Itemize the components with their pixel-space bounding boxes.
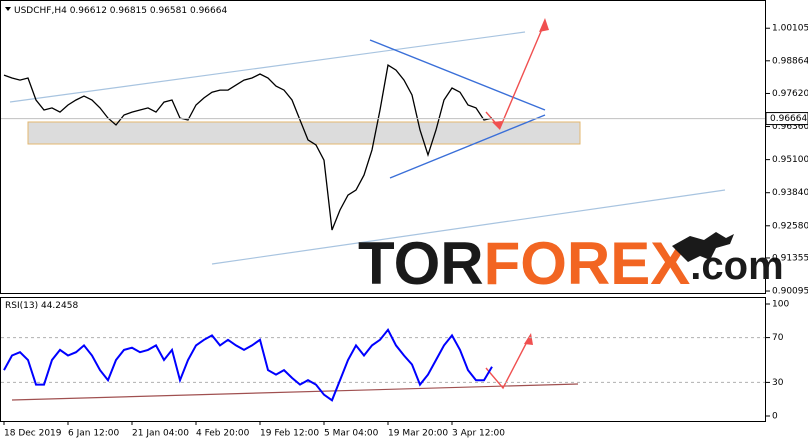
x-tick-label: 3 Apr 12:00 [452, 429, 505, 439]
price-tag-label: 0.96664 [770, 114, 807, 124]
x-tick-label: 5 Mar 04:00 [324, 429, 379, 439]
y-tick-label: 0.95100 [772, 155, 808, 165]
watermark: TORFOREX.com [358, 230, 784, 297]
x-tick-label: 19 Mar 20:00 [388, 429, 448, 439]
y-tick-label: 0.97620 [772, 89, 808, 99]
y-tick-label: 0.90095 [772, 287, 808, 297]
support-zone [27, 121, 581, 145]
y-tick-label: 0.93840 [772, 188, 808, 198]
y-tick-label: 70 [772, 333, 784, 343]
arrow-head [524, 333, 533, 345]
y-tick-label: 0.92580 [772, 221, 808, 231]
y-tick-label: 0.98864 [772, 56, 808, 66]
arrow-head [539, 18, 549, 32]
arrow-head [492, 121, 502, 130]
y-tick-label: 30 [772, 378, 784, 388]
y-tick-label: 1.00105 [772, 24, 808, 34]
price-tag [765, 112, 808, 126]
x-tick-label: 6 Jan 12:00 [68, 429, 120, 439]
symbol: USDCHF,H4 0.96612 0.96815 0.96581 0.9666… [14, 6, 227, 16]
series-line [3, 327, 493, 402]
y-tick-label: 0.91355 [772, 253, 808, 263]
price-panel [0, 0, 766, 294]
x-tick-label: 19 Feb 12:00 [260, 429, 319, 439]
y-tick-label: 0 [772, 412, 778, 422]
x-tick-label: 4 Feb 20:00 [196, 429, 250, 439]
rsi-trend-line [11, 383, 579, 401]
forecast-arrow [485, 335, 531, 390]
x-tick-label: 18 Dec 2019 [4, 429, 62, 439]
rsi-panel [0, 297, 766, 422]
bull-logo [672, 232, 734, 262]
series-line [3, 64, 493, 231]
triangle-line [369, 39, 546, 111]
x-tick-label: 21 Jan 04:00 [132, 429, 189, 439]
channel-line [211, 189, 726, 265]
rsi-title: RSI(13) 44.2458 [5, 301, 78, 311]
menu-icon[interactable] [5, 7, 11, 11]
y-tick-label: 0.96360 [772, 122, 808, 132]
y-tick-label: 100 [772, 300, 789, 310]
triangle-line [389, 114, 546, 179]
channel-line [9, 31, 526, 103]
